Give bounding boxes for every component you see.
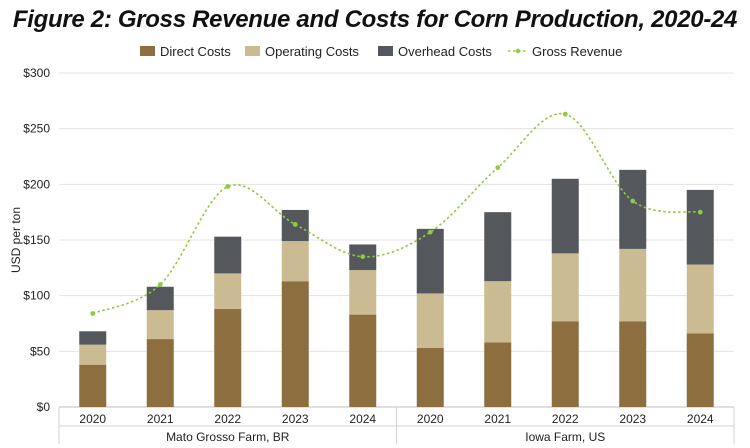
x-tick-label: 2020 — [79, 412, 106, 426]
bar-segment — [146, 286, 174, 311]
group-label: Mato Grosso Farm, BR — [166, 430, 290, 444]
x-tick-label: 2021 — [484, 412, 511, 426]
legend-label: Operating Costs — [265, 44, 359, 59]
bar-segment — [281, 281, 309, 407]
bar-segment — [214, 309, 242, 407]
y-tick-label: $100 — [23, 289, 50, 303]
gross-revenue-point — [495, 165, 501, 171]
x-tick-label: 2024 — [687, 412, 714, 426]
gross-revenue-point — [562, 111, 568, 117]
bar-segment — [416, 228, 444, 294]
gross-revenue-point — [225, 184, 231, 189]
y-tick-label: $0 — [37, 400, 51, 414]
gross-revenue-point — [360, 254, 366, 260]
bar-segment — [214, 236, 242, 274]
bar-segment — [416, 347, 444, 407]
gross-revenue-point — [630, 198, 636, 204]
x-tick-label: 2023 — [282, 412, 309, 426]
bar-segment — [619, 248, 647, 322]
legend-point-swatch — [515, 48, 521, 54]
chart-title: Figure 2: Gross Revenue and Costs for Co… — [12, 6, 738, 33]
legend-label: Direct Costs — [160, 44, 231, 59]
legend-label: Gross Revenue — [532, 44, 622, 59]
y-tick-label: $150 — [23, 233, 50, 247]
y-tick-label: $200 — [23, 177, 50, 191]
x-tick-label: 2022 — [214, 412, 241, 426]
bar-segment — [416, 293, 444, 348]
x-tick-label: 2022 — [552, 412, 579, 426]
y-tick-label: $50 — [30, 344, 50, 358]
bar-segment — [349, 270, 377, 315]
x-tick-label: 2023 — [619, 412, 646, 426]
legend-swatch — [378, 46, 393, 56]
y-tick-label: $300 — [23, 66, 50, 80]
bar-segment — [146, 339, 174, 407]
bar-segment — [686, 264, 714, 334]
bar-segment — [551, 178, 579, 254]
bar-segment — [281, 241, 309, 282]
bar-segment — [484, 342, 512, 407]
x-tick-label: 2024 — [349, 412, 376, 426]
bar-segment — [484, 212, 512, 282]
gross-revenue-point — [292, 222, 298, 227]
bar-segment — [349, 314, 377, 407]
gross-revenue-point — [427, 229, 433, 235]
y-axis-label: USD per ton — [9, 207, 23, 273]
bar-segment — [79, 331, 107, 345]
x-tick-label: 2021 — [147, 412, 174, 426]
bar-segment — [686, 333, 714, 407]
gross-revenue-point — [157, 282, 163, 287]
bar-segment — [686, 189, 714, 265]
gross-revenue-line — [92, 113, 701, 315]
bar-segment — [146, 310, 174, 340]
bar-segment — [79, 364, 107, 407]
bar-segment — [484, 281, 512, 343]
x-tick-label: 2020 — [417, 412, 444, 426]
bar-segment — [79, 344, 107, 365]
bar-segment — [619, 321, 647, 407]
y-tick-label: $250 — [23, 122, 50, 136]
bar-segment — [619, 169, 647, 249]
legend-label: Overhead Costs — [398, 44, 492, 59]
bar-segment — [214, 273, 242, 310]
group-label: Iowa Farm, US — [525, 430, 605, 444]
bar-segment — [551, 321, 579, 407]
legend-swatch — [140, 46, 155, 56]
legend-swatch — [245, 46, 260, 56]
bar-segment — [551, 253, 579, 322]
gross-revenue-point — [90, 311, 96, 316]
gross-revenue-point — [697, 209, 703, 215]
